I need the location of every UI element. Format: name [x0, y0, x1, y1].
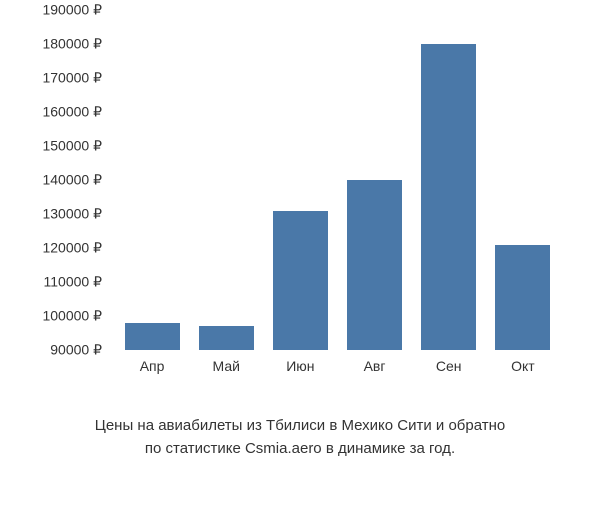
bar — [347, 180, 402, 350]
caption-line-1: Цены на авиабилеты из Тбилиси в Мехико С… — [95, 417, 506, 434]
price-chart: 190000 ₽180000 ₽170000 ₽160000 ₽150000 ₽… — [20, 10, 580, 390]
y-tick-label: 150000 ₽ — [42, 138, 102, 155]
bar — [199, 326, 254, 350]
x-tick-label: Май — [199, 358, 254, 374]
y-tick-label: 170000 ₽ — [42, 70, 102, 87]
x-tick-label: Апр — [125, 358, 180, 374]
x-axis: Апр Май Июн Авг Сен Окт — [115, 358, 560, 374]
chart-caption: Цены на авиабилеты из Тбилиси в Мехико С… — [0, 415, 600, 460]
bar — [125, 323, 180, 350]
y-tick-label: 90000 ₽ — [50, 342, 102, 359]
y-tick-label: 130000 ₽ — [42, 206, 102, 223]
bar — [495, 245, 550, 350]
bar — [273, 211, 328, 350]
caption-line-2: по статистике Csmia.aero в динамике за г… — [145, 440, 455, 457]
x-tick-label: Июн — [273, 358, 328, 374]
x-tick-label: Окт — [495, 358, 550, 374]
y-tick-label: 190000 ₽ — [42, 2, 102, 19]
bars-group — [115, 10, 560, 350]
y-tick-label: 110000 ₽ — [44, 274, 102, 291]
bar — [421, 44, 476, 350]
plot-area — [115, 10, 560, 350]
y-tick-label: 100000 ₽ — [42, 308, 102, 325]
y-tick-label: 140000 ₽ — [42, 172, 102, 189]
x-tick-label: Сен — [421, 358, 476, 374]
y-axis: 190000 ₽180000 ₽170000 ₽160000 ₽150000 ₽… — [20, 10, 110, 350]
x-tick-label: Авг — [347, 358, 402, 374]
y-tick-label: 180000 ₽ — [42, 36, 102, 53]
y-tick-label: 120000 ₽ — [42, 240, 102, 257]
y-tick-label: 160000 ₽ — [42, 104, 102, 121]
